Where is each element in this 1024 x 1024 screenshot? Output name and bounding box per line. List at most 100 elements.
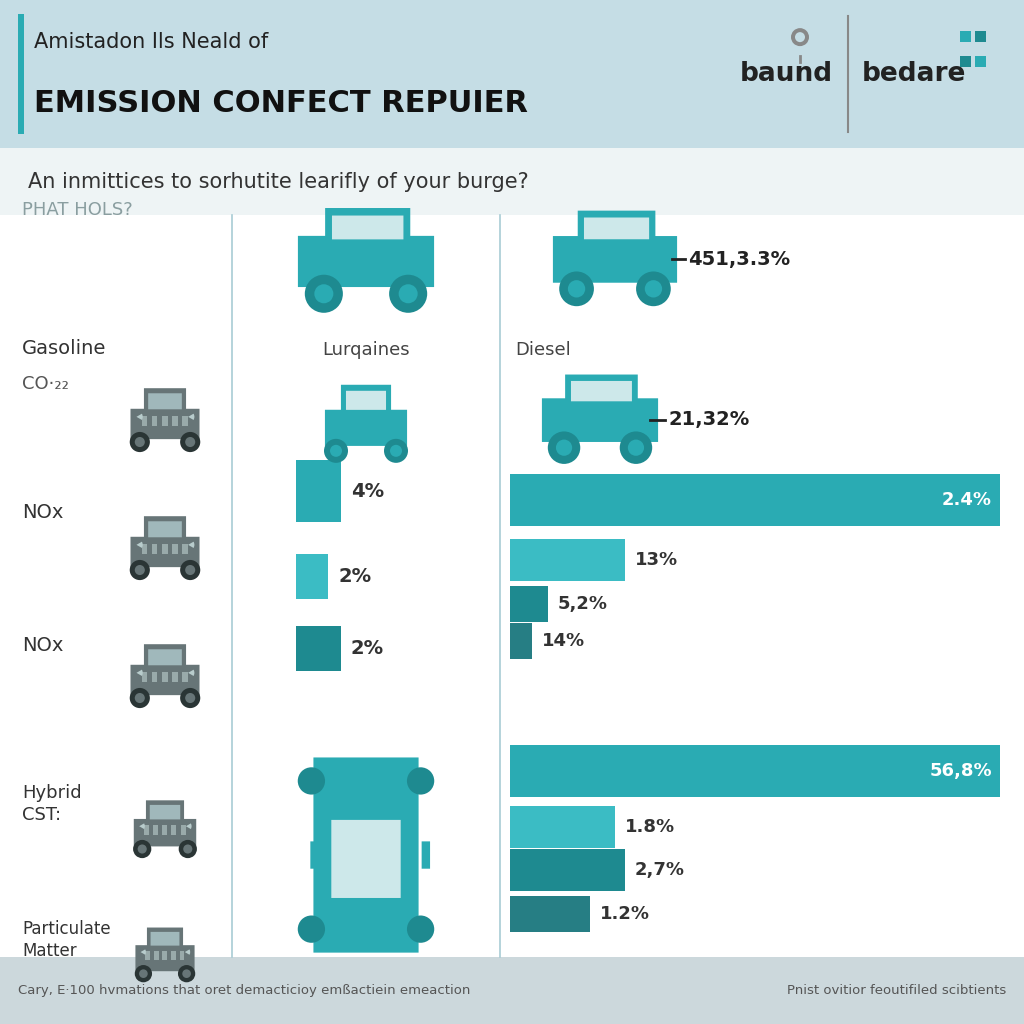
Circle shape	[636, 271, 671, 306]
Text: 2%: 2%	[351, 639, 384, 657]
Circle shape	[182, 970, 190, 978]
FancyBboxPatch shape	[310, 842, 318, 868]
Bar	[510, 474, 1000, 526]
Bar	[0, 957, 1024, 1024]
Circle shape	[185, 565, 196, 575]
FancyBboxPatch shape	[148, 521, 182, 538]
Bar	[152, 416, 158, 426]
Wedge shape	[139, 823, 144, 829]
FancyBboxPatch shape	[326, 208, 411, 242]
Circle shape	[559, 271, 594, 306]
Bar	[510, 744, 1000, 797]
Bar	[171, 951, 176, 961]
Bar	[163, 825, 167, 835]
Text: 14%: 14%	[542, 633, 585, 650]
Circle shape	[137, 845, 146, 854]
FancyBboxPatch shape	[332, 215, 403, 240]
Text: 451,3.3%: 451,3.3%	[688, 250, 791, 268]
Circle shape	[795, 32, 805, 42]
Bar	[975, 31, 986, 42]
Circle shape	[389, 274, 427, 312]
Circle shape	[185, 437, 196, 447]
Circle shape	[628, 439, 644, 456]
Text: bedare: bedare	[862, 61, 967, 87]
Text: EMISSION CONFECT REPUIER: EMISSION CONFECT REPUIER	[34, 89, 528, 119]
Circle shape	[305, 274, 343, 312]
FancyBboxPatch shape	[130, 409, 200, 439]
Bar	[296, 460, 341, 522]
Bar	[152, 544, 158, 554]
Text: NOx: NOx	[22, 503, 63, 521]
FancyBboxPatch shape	[144, 516, 186, 540]
Circle shape	[791, 28, 809, 46]
Text: 2,7%: 2,7%	[635, 861, 685, 879]
Text: 56,8%: 56,8%	[930, 762, 992, 779]
Circle shape	[407, 767, 434, 795]
Bar	[145, 951, 150, 961]
Circle shape	[139, 970, 147, 978]
Bar	[296, 626, 341, 671]
FancyBboxPatch shape	[135, 945, 195, 971]
FancyBboxPatch shape	[148, 649, 182, 666]
Bar	[182, 544, 187, 554]
Bar	[162, 672, 168, 682]
Text: 13%: 13%	[635, 551, 678, 568]
Wedge shape	[184, 949, 190, 954]
Wedge shape	[136, 414, 142, 420]
Circle shape	[645, 281, 663, 298]
FancyBboxPatch shape	[146, 928, 183, 947]
Text: baund: baund	[740, 61, 834, 87]
Circle shape	[298, 915, 325, 943]
Bar	[510, 586, 548, 622]
Bar	[172, 416, 177, 426]
Text: An inmittices to sorhutite learifly of your burge?: An inmittices to sorhutite learifly of y…	[28, 172, 528, 191]
Bar	[182, 672, 187, 682]
Bar	[142, 672, 147, 682]
Circle shape	[183, 845, 193, 854]
Wedge shape	[188, 670, 195, 676]
Bar	[0, 148, 1024, 215]
Circle shape	[390, 444, 402, 457]
Text: 2.4%: 2.4%	[942, 492, 992, 509]
FancyBboxPatch shape	[298, 236, 434, 287]
Wedge shape	[186, 823, 191, 829]
FancyBboxPatch shape	[325, 410, 408, 445]
Text: Gasoline: Gasoline	[22, 339, 106, 357]
FancyBboxPatch shape	[341, 385, 391, 413]
FancyBboxPatch shape	[151, 932, 179, 945]
Circle shape	[180, 560, 201, 581]
Circle shape	[135, 693, 144, 703]
Bar	[154, 825, 158, 835]
Text: NOx: NOx	[22, 636, 63, 654]
Bar	[142, 416, 147, 426]
Text: Particulate
Matter: Particulate Matter	[22, 920, 111, 961]
Wedge shape	[188, 542, 195, 548]
Wedge shape	[140, 949, 146, 954]
FancyBboxPatch shape	[313, 758, 419, 952]
Wedge shape	[188, 414, 195, 420]
Circle shape	[407, 915, 434, 943]
Text: PHAT HOLS?: PHAT HOLS?	[22, 201, 133, 219]
Bar	[162, 416, 168, 426]
Bar	[182, 416, 187, 426]
Text: Pnist ovitior feoutifiled scibtients: Pnist ovitior feoutifiled scibtients	[786, 984, 1006, 997]
Bar	[961, 56, 971, 67]
Text: 1.8%: 1.8%	[625, 818, 675, 836]
Bar	[172, 672, 177, 682]
Text: Lurqaines: Lurqaines	[323, 341, 410, 359]
FancyBboxPatch shape	[565, 375, 638, 403]
Bar	[152, 672, 158, 682]
Text: 4%: 4%	[351, 481, 384, 501]
FancyBboxPatch shape	[332, 820, 400, 898]
Circle shape	[548, 431, 581, 464]
Circle shape	[298, 767, 325, 795]
FancyBboxPatch shape	[584, 217, 649, 240]
Text: Cary, E·100 hvmations that oret demacticioy emßactiein emeaction: Cary, E·100 hvmations that oret demactic…	[18, 984, 470, 997]
Bar	[144, 825, 150, 835]
FancyBboxPatch shape	[571, 381, 632, 401]
Bar	[180, 951, 184, 961]
FancyBboxPatch shape	[144, 388, 186, 412]
Bar	[510, 896, 590, 932]
Wedge shape	[136, 542, 142, 548]
FancyBboxPatch shape	[422, 842, 430, 868]
